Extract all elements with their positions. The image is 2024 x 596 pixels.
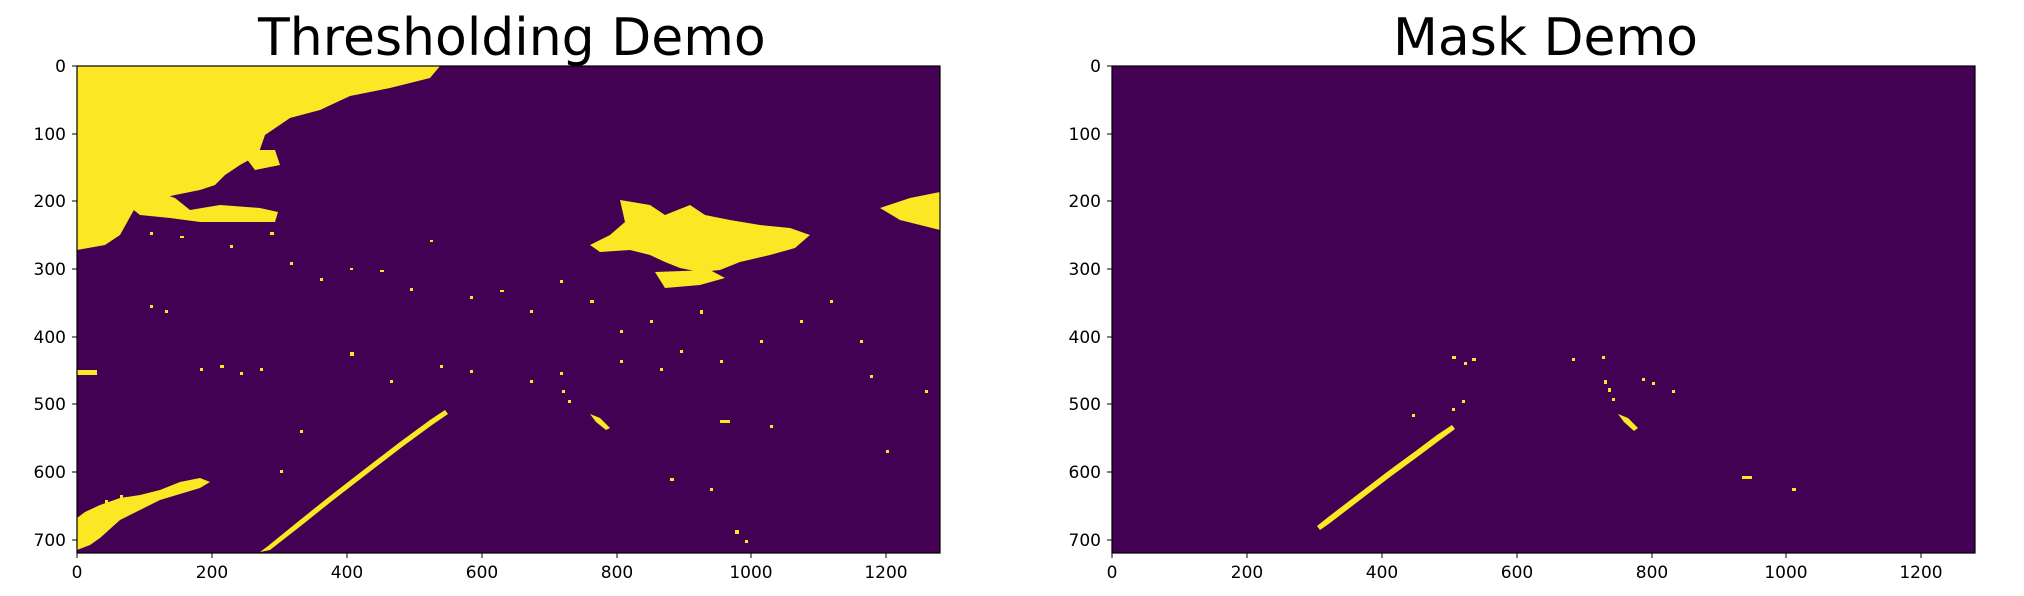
- mask-plot: 0 100 200 300 400 500 600 700 0 200 400 …: [1069, 57, 1976, 583]
- xtick-600: 600: [1501, 563, 1533, 583]
- ytick-600: 600: [1069, 463, 1101, 483]
- xtick-1000: 1000: [729, 563, 772, 583]
- mask-panel: Mask Demo 0 100 200: [1012, 0, 2024, 596]
- ytick-0: 0: [55, 57, 66, 77]
- threshold-yaxis: 0 100 200 300 400 500 600 700: [34, 57, 77, 551]
- threshold-title: Thresholding Demo: [258, 8, 766, 68]
- ytick-0: 0: [1090, 57, 1101, 77]
- threshold-image: [77, 66, 940, 553]
- xtick-1200: 1200: [864, 563, 907, 583]
- xtick-1000: 1000: [1764, 563, 1807, 583]
- ytick-400: 400: [1069, 328, 1101, 348]
- ytick-200: 200: [1069, 192, 1101, 212]
- xtick-400: 400: [331, 563, 363, 583]
- mask-image: [1112, 66, 1975, 553]
- mask-title: Mask Demo: [1393, 8, 1698, 68]
- ytick-600: 600: [34, 463, 66, 483]
- ytick-500: 500: [1069, 395, 1101, 415]
- xtick-600: 600: [466, 563, 498, 583]
- ytick-700: 700: [1069, 531, 1101, 551]
- xtick-0: 0: [72, 563, 83, 583]
- xtick-0: 0: [1107, 563, 1118, 583]
- ytick-500: 500: [34, 395, 66, 415]
- ytick-700: 700: [34, 531, 66, 551]
- mask-xaxis: 0 200 400 600 800 1000 1200: [1107, 553, 1943, 583]
- ytick-100: 100: [1069, 125, 1101, 145]
- xtick-800: 800: [601, 563, 633, 583]
- xtick-800: 800: [1636, 563, 1668, 583]
- ytick-100: 100: [34, 125, 66, 145]
- ytick-300: 300: [34, 260, 66, 280]
- xtick-200: 200: [1231, 563, 1263, 583]
- xtick-1200: 1200: [1899, 563, 1942, 583]
- ytick-200: 200: [34, 192, 66, 212]
- ytick-300: 300: [1069, 260, 1101, 280]
- mask-yaxis: 0 100 200 300 400 500 600 700: [1069, 57, 1112, 551]
- threshold-xaxis: 0 200 400 600 800 1000 1200: [72, 553, 908, 583]
- threshold-plot: 0 100 200 300 400 500 600 700 0 200 400 …: [34, 57, 941, 583]
- xtick-400: 400: [1366, 563, 1398, 583]
- threshold-panel: Thresholding Demo: [0, 0, 1000, 596]
- xtick-200: 200: [196, 563, 228, 583]
- ytick-400: 400: [34, 328, 66, 348]
